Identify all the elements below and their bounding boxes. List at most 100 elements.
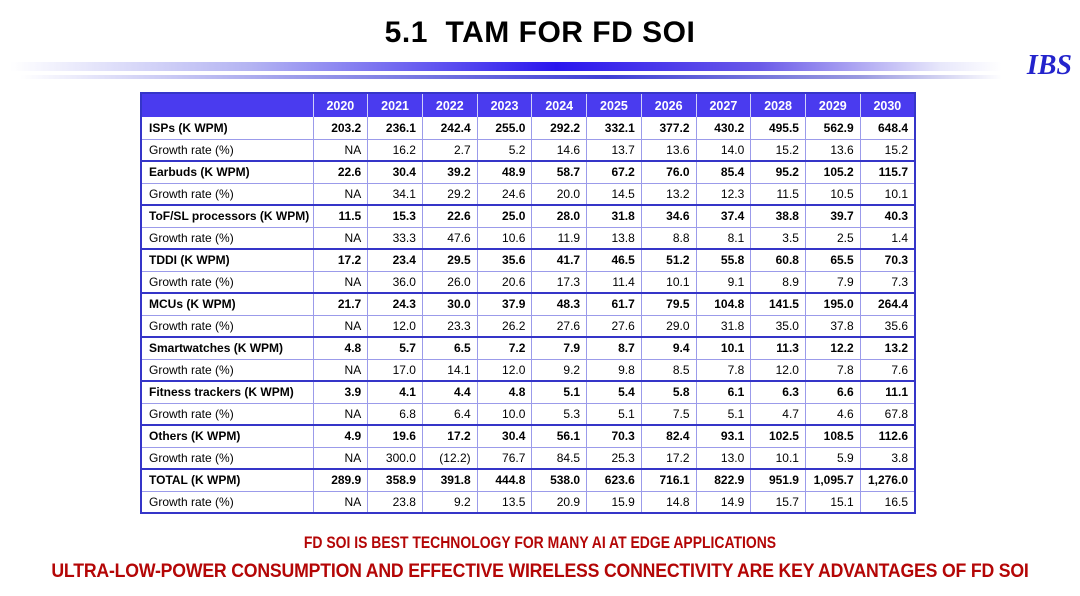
value-cell: 30.4 — [367, 160, 423, 183]
value-cell: 14.8 — [640, 490, 697, 513]
value-cell: 31.8 — [695, 314, 751, 337]
value-cell: 6.3 — [750, 380, 806, 403]
value-cell: 1,095.7 — [804, 468, 861, 491]
value-cell: 6.8 — [367, 402, 423, 425]
value-cell: 20.9 — [531, 490, 587, 513]
year-header-cell: 2030 — [859, 93, 915, 117]
value-cell: 8.5 — [640, 358, 697, 381]
value-cell: 14.5 — [586, 182, 642, 205]
value-cell: 112.6 — [859, 424, 915, 447]
value-cell: NA — [312, 270, 368, 293]
gradient-divider-thin — [0, 75, 1012, 79]
value-cell: 34.1 — [367, 182, 423, 205]
table-row: ISPs (K WPM) 203.2 236.1 242.4 255.0 292.2 332… — [141, 117, 915, 139]
value-cell: 55.8 — [695, 248, 751, 271]
value-cell: 292.2 — [531, 117, 587, 139]
value-cell: 37.9 — [476, 292, 532, 315]
table-row: Growth rate (%) NA 34.1 29.2 24.6 20.0 14.5 13.… — [141, 182, 915, 205]
value-cell: 19.6 — [367, 424, 423, 447]
value-cell: 236.1 — [367, 117, 423, 139]
value-cell: 36.0 — [367, 270, 423, 293]
value-cell: 377.2 — [640, 117, 697, 139]
value-cell: 13.8 — [586, 226, 642, 249]
value-cell: 6.4 — [421, 402, 478, 425]
value-cell: 444.8 — [476, 468, 532, 491]
value-cell: 7.8 — [695, 358, 751, 381]
value-cell: NA — [312, 446, 368, 469]
value-cell: 264.4 — [859, 292, 915, 315]
row-label: Growth rate (%) — [141, 270, 313, 293]
value-cell: 84.5 — [531, 446, 587, 469]
table-row: ToF/SL processors (K WPM) 11.5 15.3 22.6 25.… — [141, 204, 915, 227]
value-cell: 5.8 — [640, 380, 697, 403]
value-cell: 358.9 — [367, 468, 423, 491]
table-row: Growth rate (%) NA 12.0 23.3 26.2 27.6 27.6 29.… — [141, 314, 915, 337]
value-cell: 85.4 — [695, 160, 751, 183]
value-cell: 51.2 — [640, 248, 697, 271]
value-cell: 15.2 — [750, 138, 806, 161]
value-cell: 33.3 — [367, 226, 423, 249]
value-cell: 93.1 — [695, 424, 751, 447]
row-label: ToF/SL processors (K WPM) — [141, 204, 313, 227]
value-cell: 76.7 — [476, 446, 532, 469]
value-cell: 105.2 — [804, 160, 861, 183]
value-cell: 56.1 — [531, 424, 587, 447]
value-cell: 65.5 — [804, 248, 861, 271]
value-cell: 23.8 — [367, 490, 423, 513]
value-cell: 4.1 — [367, 380, 423, 403]
value-cell: NA — [312, 358, 368, 381]
year-header-cell: 2026 — [640, 93, 697, 117]
year-header-cell: 2025 — [586, 93, 642, 117]
value-cell: 1.4 — [859, 226, 915, 249]
year-header-cell: 2021 — [367, 93, 423, 117]
value-cell: 24.6 — [476, 182, 532, 205]
value-cell: 9.1 — [695, 270, 751, 293]
value-cell: 13.2 — [859, 336, 915, 359]
value-cell: 29.0 — [640, 314, 697, 337]
row-label: Growth rate (%) — [141, 314, 313, 337]
value-cell: NA — [312, 402, 368, 425]
value-cell: 7.9 — [531, 336, 587, 359]
value-cell: 13.2 — [640, 182, 697, 205]
table-row: Others (K WPM) 4.9 19.6 17.2 30.4 56.1 70.3 82.… — [141, 424, 915, 447]
value-cell: 11.3 — [750, 336, 806, 359]
value-cell: 3.8 — [859, 446, 915, 469]
value-cell: 2.5 — [804, 226, 861, 249]
value-cell: 10.1 — [750, 446, 806, 469]
value-cell: 17.3 — [531, 270, 587, 293]
value-cell: 39.2 — [421, 160, 478, 183]
row-label: TDDI (K WPM) — [141, 248, 313, 271]
value-cell: 242.4 — [421, 117, 478, 139]
value-cell: 13.7 — [586, 138, 642, 161]
value-cell: 300.0 — [367, 446, 423, 469]
value-cell: 4.8 — [476, 380, 532, 403]
value-cell: 8.9 — [750, 270, 806, 293]
value-cell: 1,276.0 — [859, 468, 915, 491]
value-cell: 31.8 — [586, 204, 642, 227]
value-cell: 11.9 — [531, 226, 587, 249]
value-cell: (12.2) — [421, 446, 478, 469]
value-cell: 16.5 — [859, 490, 915, 513]
value-cell: 16.2 — [367, 138, 423, 161]
value-cell: 195.0 — [804, 292, 861, 315]
table-row: MCUs (K WPM) 21.7 24.3 30.0 37.9 48.3 61.7 79.5… — [141, 292, 915, 315]
value-cell: 12.0 — [476, 358, 532, 381]
value-cell: 5.7 — [367, 336, 423, 359]
value-cell: 5.9 — [804, 446, 861, 469]
value-cell: 12.0 — [750, 358, 806, 381]
table-row: TDDI (K WPM) 17.2 23.4 29.5 35.6 41.7 46.5 51.2… — [141, 248, 915, 271]
value-cell: 562.9 — [804, 117, 861, 139]
row-label: TOTAL (K WPM) — [141, 468, 313, 491]
value-cell: 79.5 — [640, 292, 697, 315]
row-label: Others (K WPM) — [141, 424, 313, 447]
value-cell: 9.4 — [640, 336, 697, 359]
value-cell: 8.7 — [586, 336, 642, 359]
value-cell: 822.9 — [695, 468, 751, 491]
value-cell: 5.1 — [531, 380, 587, 403]
year-header-cell: 2023 — [476, 93, 532, 117]
value-cell: NA — [312, 182, 368, 205]
value-cell: 30.4 — [476, 424, 532, 447]
row-label: Growth rate (%) — [141, 182, 313, 205]
value-cell: 11.1 — [859, 380, 915, 403]
row-label: ISPs (K WPM) — [149, 120, 228, 135]
